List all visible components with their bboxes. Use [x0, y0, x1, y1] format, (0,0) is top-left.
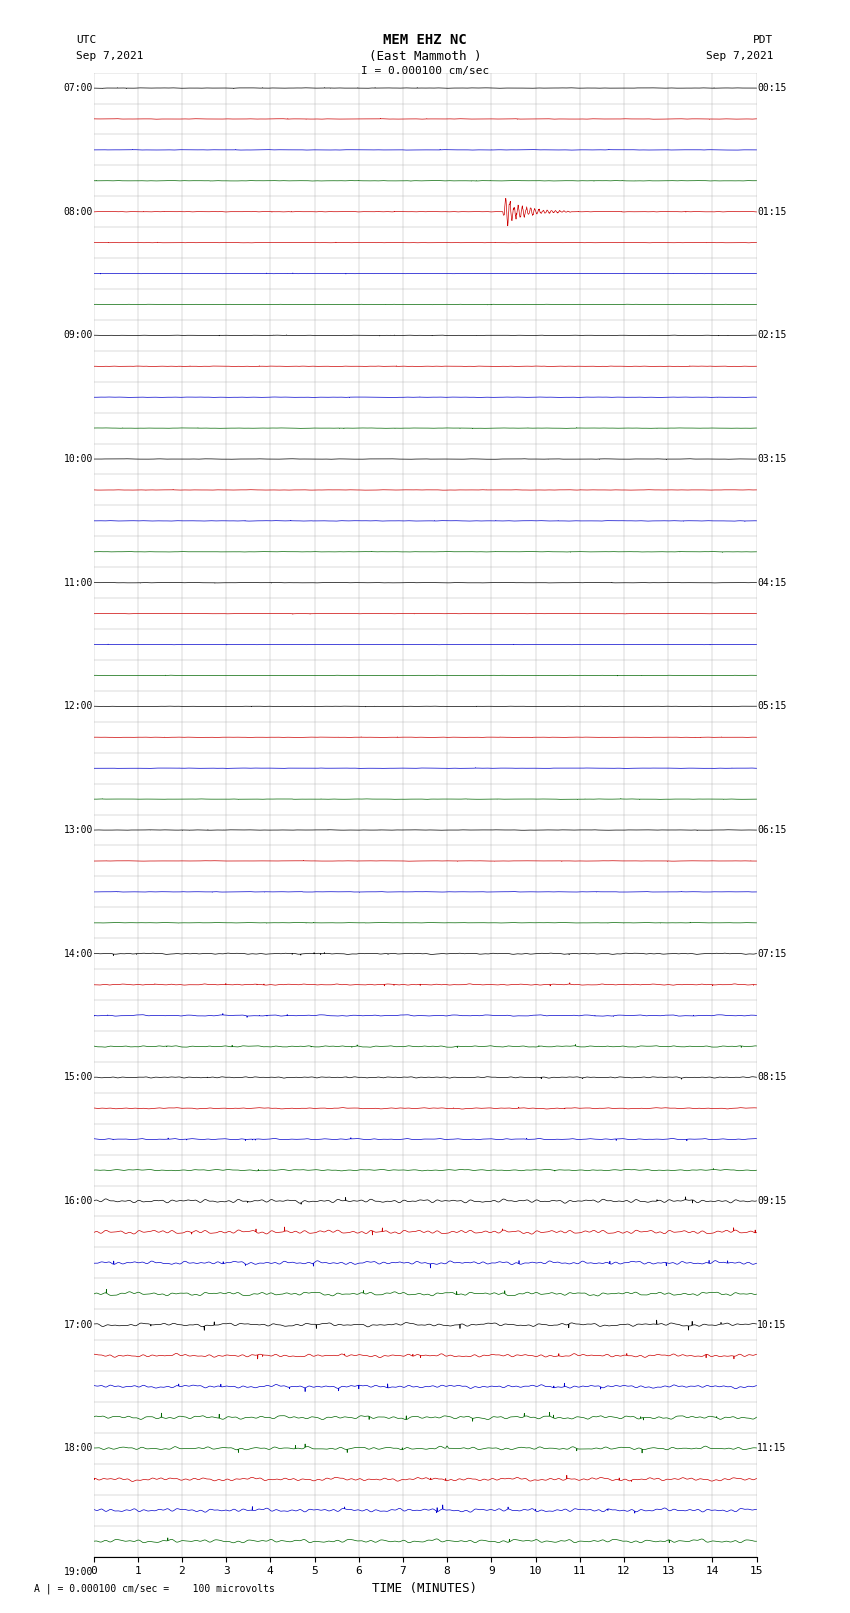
Text: 04:15: 04:15 [757, 577, 786, 587]
Text: 05:15: 05:15 [757, 702, 786, 711]
Text: 09:00: 09:00 [64, 331, 93, 340]
Text: 11:00: 11:00 [64, 577, 93, 587]
Text: 18:00: 18:00 [64, 1444, 93, 1453]
Text: 07:15: 07:15 [757, 948, 786, 958]
Text: 15:00: 15:00 [64, 1073, 93, 1082]
Text: 12:00: 12:00 [64, 702, 93, 711]
Text: 13:00: 13:00 [64, 824, 93, 836]
Text: 11:15: 11:15 [757, 1444, 786, 1453]
Text: 10:15: 10:15 [757, 1319, 786, 1329]
Text: A | = 0.000100 cm/sec =    100 microvolts: A | = 0.000100 cm/sec = 100 microvolts [34, 1582, 275, 1594]
Text: (East Mammoth ): (East Mammoth ) [369, 50, 481, 63]
Text: 16:00: 16:00 [64, 1195, 93, 1207]
Text: 09:15: 09:15 [757, 1195, 786, 1207]
Text: 19:00: 19:00 [64, 1566, 93, 1578]
Text: PDT: PDT [753, 35, 774, 45]
Text: 17:00: 17:00 [64, 1319, 93, 1329]
Text: 01:15: 01:15 [757, 206, 786, 216]
Text: Sep 7,2021: Sep 7,2021 [706, 52, 774, 61]
Text: Sep 7,2021: Sep 7,2021 [76, 52, 144, 61]
Text: 00:15: 00:15 [757, 82, 786, 94]
Text: 08:00: 08:00 [64, 206, 93, 216]
Text: 08:15: 08:15 [757, 1073, 786, 1082]
Text: 06:15: 06:15 [757, 824, 786, 836]
Text: 02:15: 02:15 [757, 331, 786, 340]
Text: 14:00: 14:00 [64, 948, 93, 958]
Text: 10:00: 10:00 [64, 453, 93, 465]
Text: UTC: UTC [76, 35, 97, 45]
Text: 07:00: 07:00 [64, 82, 93, 94]
Text: I = 0.000100 cm/sec: I = 0.000100 cm/sec [361, 66, 489, 76]
Text: 03:15: 03:15 [757, 453, 786, 465]
Text: MEM EHZ NC: MEM EHZ NC [383, 34, 467, 47]
X-axis label: TIME (MINUTES): TIME (MINUTES) [372, 1582, 478, 1595]
